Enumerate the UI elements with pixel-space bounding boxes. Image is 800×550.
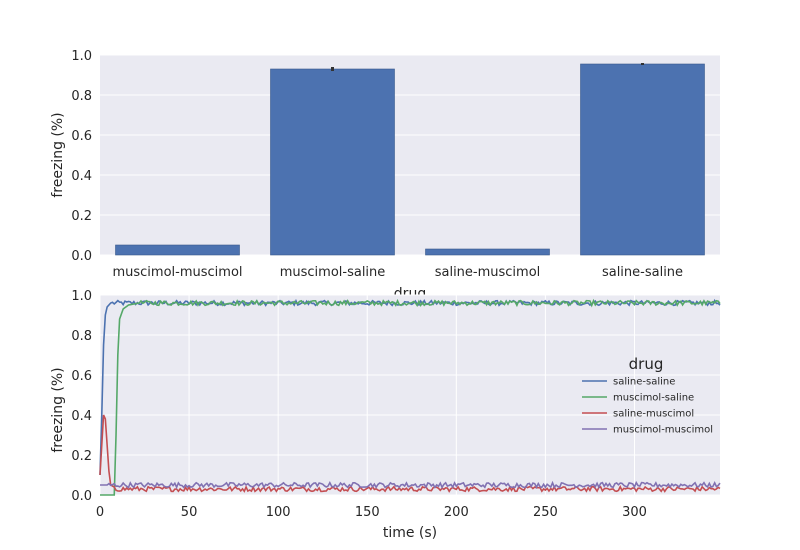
legend: drug saline-saline muscimol-saline saline-… (582, 355, 713, 436)
legend-item-label: muscimol-saline (613, 393, 694, 404)
bar-chart: 0.00.20.40.60.81.0 muscimol-muscimol musc… (50, 49, 720, 302)
line-x-tick-label: 50 (181, 505, 198, 520)
bar-marks (115, 63, 705, 256)
bar-x-tick-label: muscimol-saline (280, 265, 386, 280)
line-y-tick-label: 0.4 (71, 409, 92, 424)
bar-y-tick-label: 1.0 (71, 49, 92, 64)
line-y-tick-label: 0.6 (71, 369, 92, 384)
legend-item-label: saline-saline (613, 377, 675, 388)
series-line-saline-muscimol (99, 414, 721, 493)
line-y-tick-labels: 0.0 0.2 0.4 0.6 0.8 1.0 (71, 289, 92, 504)
bar-x-tick-label: saline-saline (602, 265, 683, 280)
line-gridlines (99, 294, 720, 496)
line-y-tick-label: 0.8 (71, 329, 92, 344)
bar-y-tick-label: 0.6 (71, 129, 92, 144)
line-y-tick-label: 0.0 (71, 489, 92, 504)
legend-item-label: muscimol-muscimol (613, 425, 713, 436)
legend-item-label: saline-muscimol (613, 409, 694, 420)
bar-muscimol-saline (270, 68, 395, 256)
bar-saline-saline (580, 63, 705, 256)
bar-y-axis-label: freezing (%) (50, 112, 66, 197)
bar-x-tick-label: saline-muscimol (435, 265, 541, 280)
line-x-tick-label: 0 (96, 505, 104, 520)
line-x-tick-label: 250 (533, 505, 558, 520)
bar-x-tick-labels: muscimol-muscimol muscimol-saline saline-m… (112, 265, 683, 280)
line-x-tick-label: 150 (355, 505, 380, 520)
line-x-axis-label: time (s) (383, 525, 437, 541)
bar-y-tick-labels: 0.0 0.2 0.4 0.6 0.8 1.0 (71, 49, 92, 264)
bar-saline-muscimol (425, 248, 550, 256)
line-y-axis-label: freezing (%) (50, 367, 66, 452)
series-line-muscimol-muscimol (100, 480, 721, 490)
line-x-tick-label: 200 (444, 505, 469, 520)
bar-y-tick-label: 0.8 (71, 89, 92, 104)
line-series (99, 298, 721, 496)
line-y-tick-label: 0.2 (71, 449, 92, 464)
line-plot-area (100, 295, 720, 495)
line-y-tick-label: 1.0 (71, 289, 92, 304)
bar-x-tick-label: muscimol-muscimol (112, 265, 242, 280)
bar-y-tick-label: 0.0 (71, 249, 92, 264)
line-x-tick-label: 300 (622, 505, 647, 520)
line-x-tick-labels: 0 50 100 150 200 250 300 (96, 505, 647, 520)
bar-y-tick-label: 0.4 (71, 169, 92, 184)
bar-muscimol-muscimol (115, 244, 240, 256)
legend-title: drug (629, 355, 664, 373)
series-line-muscimol-saline (100, 298, 721, 496)
line-chart: 0.0 0.2 0.4 0.6 0.8 1.0 0 50 100 150 200 250 300 fr… (50, 289, 721, 541)
line-x-tick-label: 100 (266, 505, 291, 520)
bar-y-tick-label: 0.2 (71, 209, 92, 224)
